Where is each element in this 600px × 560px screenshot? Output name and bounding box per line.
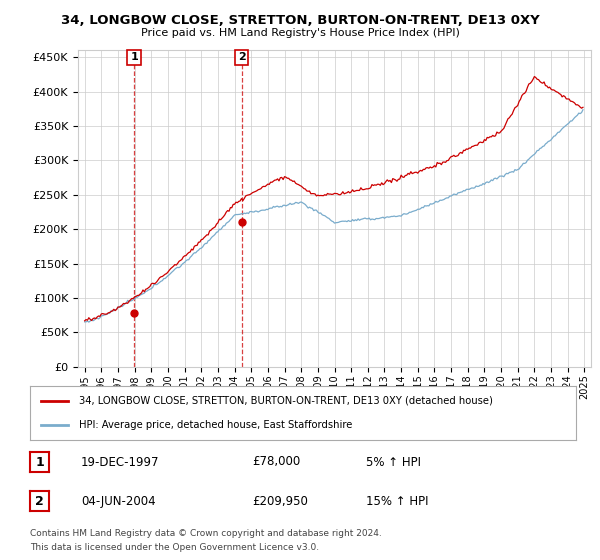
Text: £78,000: £78,000 [252, 455, 300, 469]
Text: 04-JUN-2004: 04-JUN-2004 [81, 494, 155, 508]
Text: 5% ↑ HPI: 5% ↑ HPI [366, 455, 421, 469]
Text: 34, LONGBOW CLOSE, STRETTON, BURTON-ON-TRENT, DE13 0XY (detached house): 34, LONGBOW CLOSE, STRETTON, BURTON-ON-T… [79, 396, 493, 406]
Text: 15% ↑ HPI: 15% ↑ HPI [366, 494, 428, 508]
Text: £209,950: £209,950 [252, 494, 308, 508]
Text: 34, LONGBOW CLOSE, STRETTON, BURTON-ON-TRENT, DE13 0XY: 34, LONGBOW CLOSE, STRETTON, BURTON-ON-T… [61, 14, 539, 27]
Text: 2: 2 [238, 52, 245, 62]
Text: 2: 2 [35, 494, 44, 508]
Text: This data is licensed under the Open Government Licence v3.0.: This data is licensed under the Open Gov… [30, 543, 319, 552]
Text: HPI: Average price, detached house, East Staffordshire: HPI: Average price, detached house, East… [79, 420, 353, 430]
Text: 1: 1 [130, 52, 138, 62]
Text: 19-DEC-1997: 19-DEC-1997 [81, 455, 160, 469]
Text: 1: 1 [35, 455, 44, 469]
Text: Contains HM Land Registry data © Crown copyright and database right 2024.: Contains HM Land Registry data © Crown c… [30, 529, 382, 538]
Text: Price paid vs. HM Land Registry's House Price Index (HPI): Price paid vs. HM Land Registry's House … [140, 28, 460, 38]
